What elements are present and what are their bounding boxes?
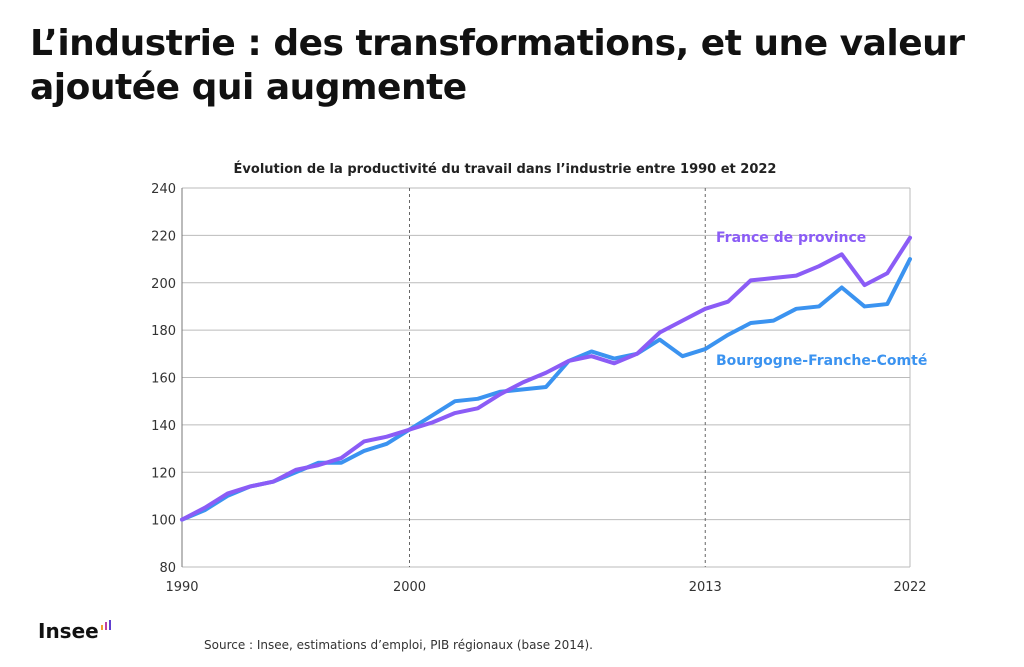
x-tick-label: 1990: [165, 580, 198, 595]
insee-logo: Insee: [38, 619, 111, 643]
y-tick-label: 180: [151, 324, 176, 339]
page-title: L’industrie : des transformations, et un…: [30, 23, 965, 108]
y-tick-label: 80: [159, 561, 176, 576]
y-tick-label: 160: [151, 372, 176, 387]
series-label: Bourgogne-Franche-Comté: [716, 353, 927, 369]
source-note: Source : Insee, estimations d’emploi, PI…: [204, 638, 593, 652]
series-line-france-de-province: [180, 235, 912, 522]
logo-text: Insee: [38, 619, 99, 643]
logo-bars-icon: [100, 620, 111, 630]
x-tick-label: 2013: [689, 580, 722, 595]
series-line-bourgogne-franche-comt-: [180, 257, 912, 522]
x-tick-label: 2022: [893, 580, 926, 595]
y-tick-label: 200: [151, 277, 176, 292]
chart-title: Évolution de la productivité du travail …: [234, 161, 777, 177]
x-tick-label: 2000: [393, 580, 426, 595]
y-tick-label: 220: [151, 229, 176, 244]
y-tick-label: 100: [151, 514, 176, 529]
y-tick-label: 240: [151, 182, 176, 197]
series-label: France de province: [716, 230, 866, 246]
y-tick-label: 140: [151, 419, 176, 434]
y-tick-label: 120: [151, 466, 176, 481]
